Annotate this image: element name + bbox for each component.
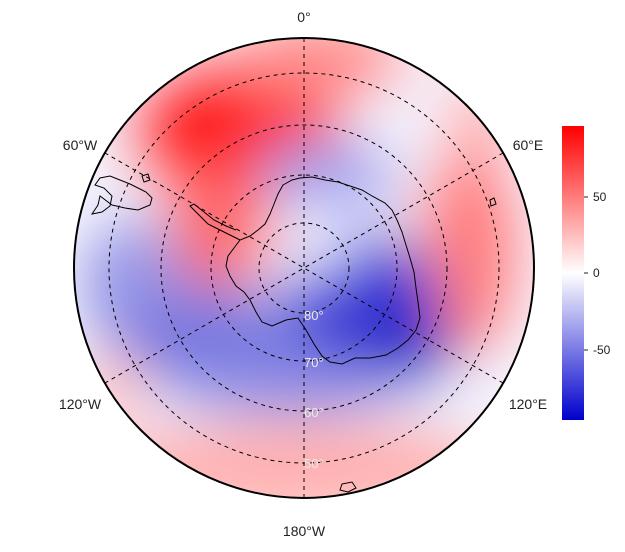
longitude-label-120w: 120°W — [59, 396, 102, 412]
latitude-label-70: 70° — [304, 355, 324, 370]
longitude-label-60w: 60°W — [63, 137, 98, 153]
anomaly-field — [74, 38, 534, 498]
longitude-label-120e: 120°E — [509, 396, 547, 412]
colorbar-ramp — [562, 126, 584, 420]
colorbar-tick-label-50: 50 — [593, 190, 607, 204]
map-border — [73, 37, 535, 499]
antarctica-coastline — [225, 176, 421, 365]
island-small-1 — [339, 481, 357, 493]
island-small-3 — [489, 197, 497, 207]
longitude-label-60e: 60°E — [513, 137, 544, 153]
coastlines — [90, 173, 497, 493]
colorbar-tick-label-minus50: -50 — [593, 343, 611, 357]
longitude-label-0: 0° — [297, 9, 310, 25]
colorbar: 50 0 -50 — [562, 126, 611, 420]
island-small-2 — [141, 173, 151, 183]
latitude-label-50: 50° — [304, 456, 324, 471]
antarctic-peninsula — [189, 203, 241, 241]
colorbar-tick-label-0: 0 — [593, 266, 600, 280]
graticule — [104, 38, 504, 498]
latitude-circle-60 — [160, 124, 448, 412]
longitude-label-180w: 180°W — [283, 523, 326, 539]
south-america-tip — [90, 175, 153, 215]
latitude-label-60: 60° — [304, 405, 324, 420]
latitude-label-80: 80° — [304, 308, 324, 323]
